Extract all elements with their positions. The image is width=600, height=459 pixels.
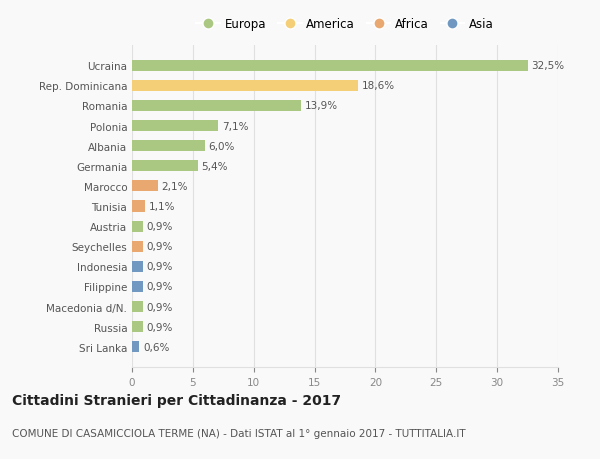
Bar <box>132 321 143 332</box>
Bar <box>132 161 198 172</box>
Bar <box>132 341 139 353</box>
Text: 0,9%: 0,9% <box>146 322 173 332</box>
Text: 18,6%: 18,6% <box>362 81 395 91</box>
Text: 0,9%: 0,9% <box>146 242 173 252</box>
Bar <box>132 201 145 212</box>
Text: 0,6%: 0,6% <box>143 342 169 352</box>
Bar <box>132 181 158 192</box>
Text: 13,9%: 13,9% <box>305 101 338 111</box>
Text: 0,9%: 0,9% <box>146 222 173 232</box>
Bar <box>132 221 143 232</box>
Text: COMUNE DI CASAMICCIOLA TERME (NA) - Dati ISTAT al 1° gennaio 2017 - TUTTITALIA.I: COMUNE DI CASAMICCIOLA TERME (NA) - Dati… <box>12 428 466 438</box>
Bar <box>132 121 218 132</box>
Bar <box>132 302 143 313</box>
Text: Cittadini Stranieri per Cittadinanza - 2017: Cittadini Stranieri per Cittadinanza - 2… <box>12 393 341 407</box>
Bar <box>132 241 143 252</box>
Text: 32,5%: 32,5% <box>531 61 565 71</box>
Text: 0,9%: 0,9% <box>146 282 173 292</box>
Text: 7,1%: 7,1% <box>222 121 248 131</box>
Text: 0,9%: 0,9% <box>146 302 173 312</box>
Text: 1,1%: 1,1% <box>149 202 176 212</box>
Text: 0,9%: 0,9% <box>146 262 173 272</box>
Text: 2,1%: 2,1% <box>161 181 188 191</box>
Text: 6,0%: 6,0% <box>209 141 235 151</box>
Bar <box>132 81 358 92</box>
Text: 5,4%: 5,4% <box>202 162 228 171</box>
Bar <box>132 101 301 112</box>
Bar <box>132 141 205 152</box>
Legend: Europa, America, Africa, Asia: Europa, America, Africa, Asia <box>191 13 499 36</box>
Bar <box>132 281 143 292</box>
Bar <box>132 61 527 72</box>
Bar <box>132 261 143 272</box>
